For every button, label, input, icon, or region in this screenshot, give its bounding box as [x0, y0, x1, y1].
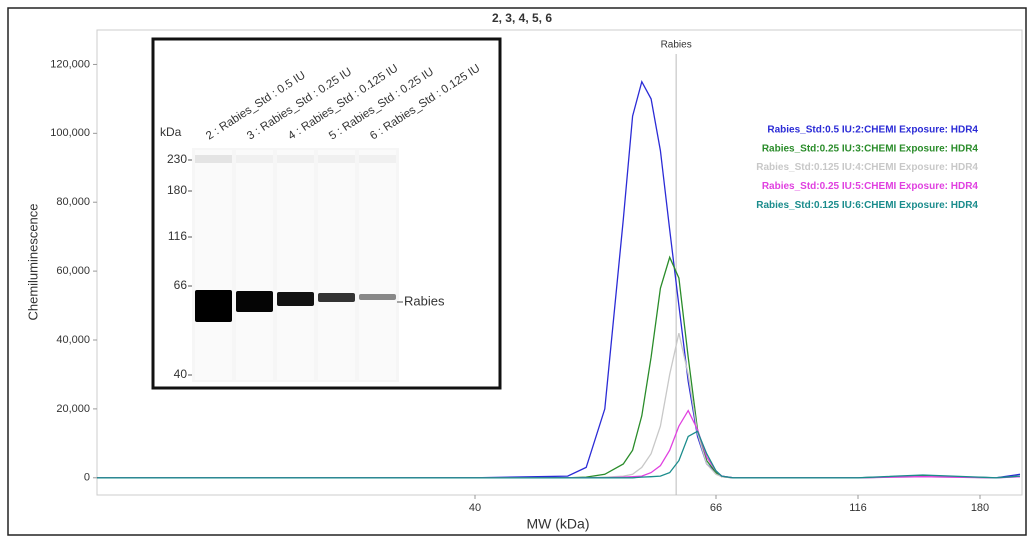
y-axis-label: Chemiluminescence — [25, 203, 40, 320]
legend-entry: Rabies_Std:0.125 IU:4:CHEMI Exposure: HD… — [756, 162, 978, 173]
y-tick-label: 40,000 — [56, 334, 90, 346]
gel-band-faint — [318, 155, 355, 163]
gel-lane — [359, 150, 396, 380]
x-tick-label: 180 — [971, 502, 989, 514]
gel-lane — [236, 150, 273, 380]
ladder-label: 66 — [174, 278, 188, 292]
gel-lane — [277, 150, 314, 380]
y-tick-label: 80,000 — [56, 196, 90, 208]
inset-gel: kDa Rabies 2 : Rabies_Std : 0.5 IU3 : Ra… — [153, 39, 500, 388]
annotation-label: Rabies — [661, 40, 692, 51]
gel-band — [277, 292, 314, 306]
legend-entry: Rabies_Std:0.125 IU:6:CHEMI Exposure: HD… — [756, 200, 978, 211]
gel-band — [359, 294, 396, 300]
legend-entry: Rabies_Std:0.5 IU:2:CHEMI Exposure: HDR4 — [767, 125, 978, 136]
y-tick-label: 20,000 — [56, 403, 90, 415]
ladder-title: kDa — [160, 125, 182, 139]
x-tick-label: 66 — [710, 502, 722, 514]
gel-band — [318, 293, 355, 302]
gel-band — [195, 290, 232, 322]
ladder-label: 230 — [167, 152, 187, 166]
ladder-label: 40 — [174, 367, 188, 381]
gel-band — [236, 291, 273, 312]
y-tick-label: 60,000 — [56, 265, 90, 277]
ladder-label: 116 — [168, 229, 187, 243]
x-tick-label: 116 — [849, 502, 867, 514]
gel-lane — [318, 150, 355, 380]
x-axis-label: MW (kDa) — [527, 516, 590, 532]
gel-lane — [195, 150, 232, 380]
gel-band-faint — [359, 155, 396, 163]
y-tick-label: 120,000 — [50, 58, 90, 70]
chart-title: 2, 3, 4, 5, 6 — [492, 11, 552, 25]
gel-band-faint — [195, 155, 232, 163]
gel-band-faint — [236, 155, 273, 163]
band-label: Rabies — [404, 293, 445, 308]
legend-entry: Rabies_Std:0.25 IU:5:CHEMI Exposure: HDR… — [762, 181, 979, 192]
x-tick-label: 40 — [469, 502, 481, 514]
legend-entry: Rabies_Std:0.25 IU:3:CHEMI Exposure: HDR… — [762, 143, 979, 154]
chart: 2, 3, 4, 5, 6 MW (kDa) Chemiluminescence… — [0, 0, 1034, 541]
gel-band-faint — [277, 155, 314, 163]
ladder-label: 180 — [167, 183, 187, 197]
y-tick-label: 100,000 — [50, 127, 90, 139]
y-tick-label: 0 — [84, 472, 90, 484]
